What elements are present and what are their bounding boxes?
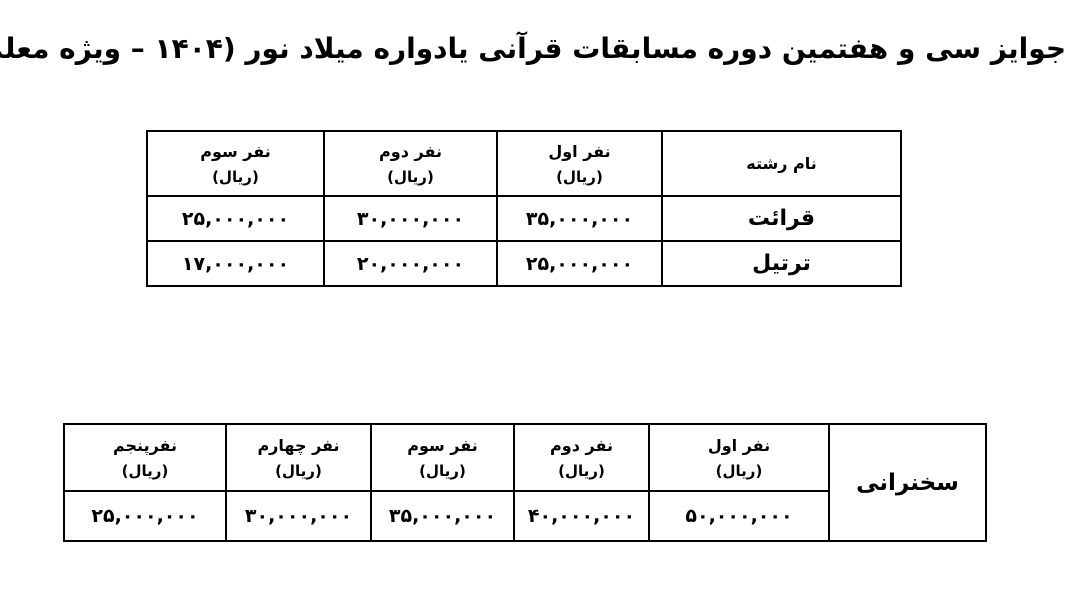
prize-second-cell: ۲۰,۰۰۰,۰۰۰ <box>323 240 498 287</box>
first-place-label: نفر اول <box>707 435 771 455</box>
field-name-label: نام رشته <box>746 153 817 173</box>
third-place-label: نفر سوم <box>200 141 271 161</box>
header-first-place: نفر اول (ریال) <box>648 423 830 492</box>
prize-third-cell: ۱۷,۰۰۰,۰۰۰ <box>146 240 325 287</box>
first-place-label: نفر اول <box>548 141 611 161</box>
speech-prizes-table: سخنرانی نفر اول (ریال) نفر دوم (ریال) نف… <box>63 423 987 542</box>
rial-unit-label: (ریال) <box>419 461 466 480</box>
prize-second-cell: ۳۰,۰۰۰,۰۰۰ <box>323 195 498 242</box>
main-table-header-row: نام رشته نفر اول (ریال) نفر دوم (ریال) ن… <box>146 130 902 197</box>
header-third-place: نفر سوم (ریال) <box>146 130 325 197</box>
header-second-place: نفر دوم (ریال) <box>323 130 498 197</box>
header-second-place: نفر دوم (ریال) <box>513 423 650 492</box>
fourth-place-label: نفر چهارم <box>257 435 340 455</box>
prize-third-cell: ۳۵,۰۰۰,۰۰۰ <box>370 490 515 542</box>
table-row-qeraat: قرائت ۳۵,۰۰۰,۰۰۰ ۳۰,۰۰۰,۰۰۰ ۲۵,۰۰۰,۰۰۰ <box>146 195 902 242</box>
speech-table-header-row: سخنرانی نفر اول (ریال) نفر دوم (ریال) نف… <box>63 423 987 542</box>
header-fifth-place: نفرپنجم (ریال) <box>63 423 227 492</box>
second-place-label: نفر دوم <box>550 435 613 455</box>
header-field-name: نام رشته <box>661 130 902 197</box>
prize-first-cell: ۲۵,۰۰۰,۰۰۰ <box>496 240 663 287</box>
header-first-place: نفر اول (ریال) <box>496 130 663 197</box>
third-place-label: نفر سوم <box>407 435 478 455</box>
prize-third-cell: ۲۵,۰۰۰,۰۰۰ <box>146 195 325 242</box>
speech-table-values-row: ۵۰,۰۰۰,۰۰۰ ۴۰,۰۰۰,۰۰۰ ۳۵,۰۰۰,۰۰۰ ۳۰,۰۰۰,… <box>63 490 986 542</box>
rial-unit-label: (ریال) <box>715 461 763 480</box>
page-title: جوایز سی و هفتمین دوره مسابقات قرآنی یاد… <box>0 32 1066 65</box>
speech-category-cell: سخنرانی <box>828 423 987 542</box>
rial-unit-label: (ریال) <box>212 167 259 186</box>
table-row-tartil: ترتیل ۲۵,۰۰۰,۰۰۰ ۲۰,۰۰۰,۰۰۰ ۱۷,۰۰۰,۰۰۰ <box>146 240 902 287</box>
prize-second-cell: ۴۰,۰۰۰,۰۰۰ <box>513 490 650 542</box>
header-third-place: نفر سوم (ریال) <box>370 423 515 492</box>
rial-unit-label: (ریال) <box>558 461 605 480</box>
header-fourth-place: نفر چهارم (ریال) <box>225 423 372 492</box>
rial-unit-label: (ریال) <box>275 461 322 480</box>
rial-unit-label: (ریال) <box>556 167 603 186</box>
field-name-cell: ترتیل <box>661 240 902 287</box>
prize-fourth-cell: ۳۰,۰۰۰,۰۰۰ <box>225 490 372 542</box>
field-name-cell: قرائت <box>661 195 902 242</box>
rial-unit-label: (ریال) <box>121 461 169 480</box>
prize-first-cell: ۳۵,۰۰۰,۰۰۰ <box>496 195 663 242</box>
rial-unit-label: (ریال) <box>387 167 434 186</box>
second-place-label: نفر دوم <box>379 141 442 161</box>
prize-first-cell: ۵۰,۰۰۰,۰۰۰ <box>648 490 830 542</box>
prize-fifth-cell: ۲۵,۰۰۰,۰۰۰ <box>63 490 227 542</box>
fifth-place-label: نفرپنجم <box>112 435 178 455</box>
main-prizes-table: نام رشته نفر اول (ریال) نفر دوم (ریال) ن… <box>146 130 902 287</box>
